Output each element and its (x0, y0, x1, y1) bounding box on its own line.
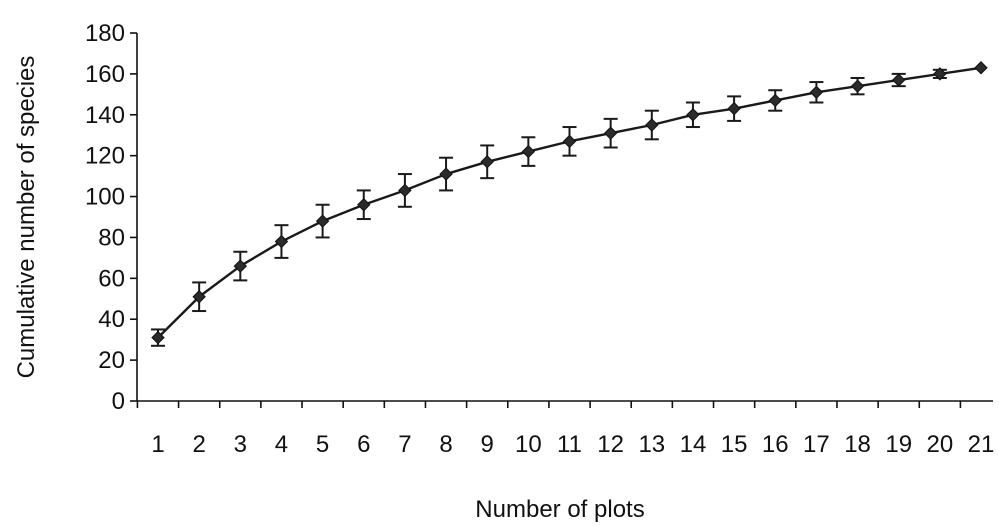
data-point-marker (151, 330, 165, 345)
data-point-marker (480, 155, 494, 169)
x-tick-label: 4 (275, 431, 288, 458)
series-line (157, 66, 982, 339)
x-tick-label: 7 (398, 431, 411, 458)
y-tick-label: 60 (98, 265, 125, 292)
data-point-marker (933, 67, 947, 81)
x-tick-label: 6 (357, 431, 370, 458)
x-tick-label: 14 (680, 431, 707, 458)
y-tick-label: 180 (85, 20, 125, 47)
data-point-marker (727, 101, 741, 116)
x-tick-label: 5 (316, 431, 329, 458)
y-tick-label: 20 (98, 347, 125, 374)
x-tick-label: 11 (557, 431, 582, 458)
y-tick-label: 160 (85, 61, 125, 88)
data-point-marker (562, 134, 577, 149)
y-axis-title: Cumulative number of species (13, 56, 40, 379)
y-tick-label: 40 (98, 306, 125, 333)
x-tick-label: 20 (926, 431, 953, 458)
y-tick-label: 120 (85, 143, 125, 170)
x-tick-label: 21 (968, 431, 995, 458)
data-point-marker (521, 144, 536, 159)
y-tick-label: 140 (85, 102, 125, 129)
data-point-marker (439, 167, 453, 181)
data-point-marker (850, 79, 865, 93)
x-tick-label: 3 (234, 431, 247, 458)
x-tick-label: 16 (762, 431, 789, 458)
x-tick-label: 1 (151, 431, 164, 458)
series-line-group (151, 61, 988, 347)
data-point-marker (603, 126, 618, 140)
y-tick-label: 100 (85, 184, 125, 211)
data-point-marker (686, 108, 700, 122)
x-tick-label: 8 (439, 431, 452, 458)
x-tick-label: 2 (192, 431, 205, 458)
x-tick-label: 12 (597, 431, 624, 458)
data-point-marker (357, 198, 371, 212)
x-tick-label: 9 (481, 431, 494, 458)
data-point-marker (974, 61, 988, 75)
data-point-marker (768, 93, 782, 108)
x-tick-label: 19 (885, 431, 912, 458)
data-point-marker (274, 234, 289, 249)
x-tick-label: 13 (638, 431, 665, 458)
x-tick-label: 10 (515, 431, 542, 458)
y-axis: 0 20 40 60 80 100 120 140 160 180 (85, 20, 138, 415)
x-tick-label: 18 (844, 431, 871, 458)
x-tick-label: 15 (721, 431, 748, 458)
x-axis-title: Number of plots (475, 496, 644, 523)
data-point-marker (809, 85, 824, 99)
data-point-marker (891, 73, 906, 87)
x-tick-label: 17 (803, 431, 830, 458)
x-axis: 1 2 3 4 5 6 7 8 9 10 11 12 13 14 15 16 17 18 19 20 21 (136, 400, 995, 458)
data-point-marker (645, 118, 659, 132)
y-tick-label: 80 (98, 224, 125, 251)
data-point-marker (233, 259, 248, 273)
data-point-marker (192, 290, 206, 304)
y-tick-label: 0 (112, 388, 125, 415)
data-point-marker (398, 183, 412, 198)
data-point-marker (315, 214, 330, 228)
